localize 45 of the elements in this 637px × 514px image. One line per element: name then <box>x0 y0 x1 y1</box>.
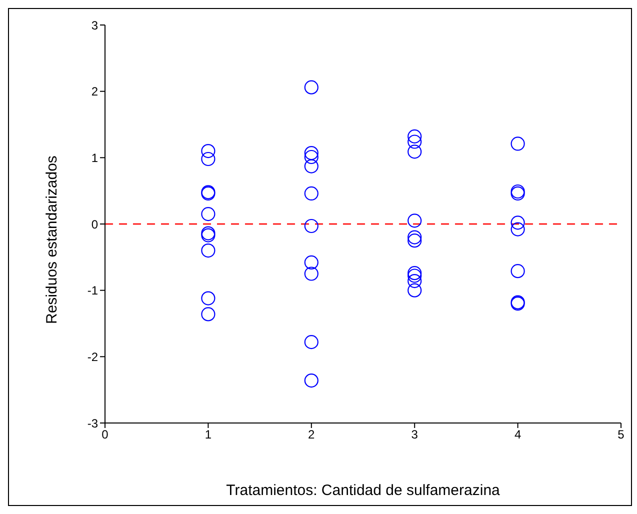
point <box>408 268 422 283</box>
y-axis-title: Residuos estandarizados <box>43 156 60 324</box>
x-tick-label: 1 <box>204 428 212 442</box>
point <box>510 216 525 230</box>
point <box>510 222 525 236</box>
point <box>304 266 318 281</box>
point <box>304 146 318 160</box>
y-tick-label: 3 <box>91 18 98 32</box>
point <box>408 234 422 248</box>
point <box>304 159 318 174</box>
y-tick-label: -2 <box>87 350 98 364</box>
point <box>408 283 422 298</box>
point <box>201 243 216 258</box>
x-tick-label: 0 <box>102 428 109 442</box>
y-tick-label: 1 <box>91 150 98 165</box>
point <box>201 144 216 158</box>
point <box>510 264 525 278</box>
y-tick-label: -1 <box>87 284 98 298</box>
point <box>304 255 318 270</box>
x-tick-label: 3 <box>411 428 418 442</box>
point <box>304 150 318 164</box>
point <box>201 152 216 166</box>
x-axis-title: Tratamientos: Cantidad de sulfamerazina <box>226 482 501 499</box>
point <box>408 230 422 244</box>
point <box>304 218 318 234</box>
point <box>408 266 422 280</box>
point <box>304 186 318 201</box>
x-tick-label: 2 <box>308 428 316 442</box>
point <box>304 335 318 350</box>
x-tick-label: 4 <box>514 428 522 442</box>
point <box>510 136 525 151</box>
y-tick-label: 0 <box>91 217 98 232</box>
point <box>201 207 216 222</box>
point <box>408 144 422 159</box>
point <box>304 373 318 388</box>
point <box>408 214 422 228</box>
x-tick-label: 5 <box>618 428 625 442</box>
y-tick-label: 2 <box>91 84 98 99</box>
point <box>408 129 422 144</box>
y-tick-label: -3 <box>87 416 98 430</box>
point <box>408 134 422 149</box>
point <box>408 274 422 288</box>
point <box>304 80 318 94</box>
point <box>201 307 216 322</box>
point <box>201 291 216 306</box>
